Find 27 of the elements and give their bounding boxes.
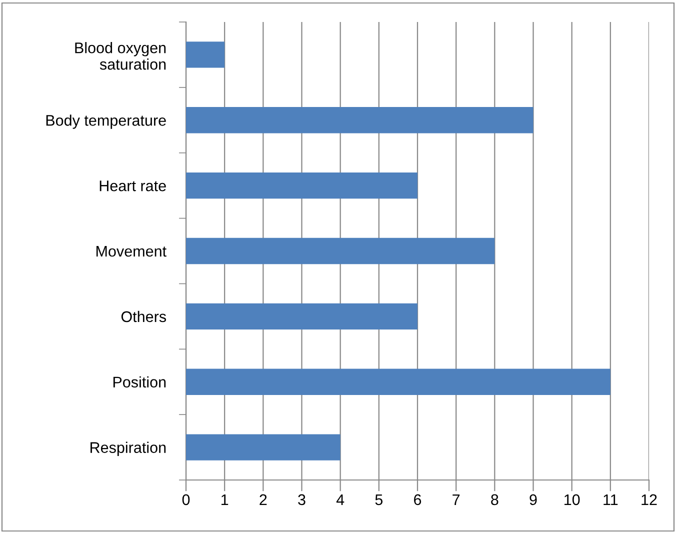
y-tick-label: Respiration [90,442,166,456]
x-tick-label: 1 [222,494,228,505]
bar [186,42,225,68]
y-tick-label: Blood oxygen saturation [75,42,166,70]
x-tick-label: 5 [375,494,383,506]
x-tick-label: 7 [452,494,460,505]
y-tick-label: Body temperature [46,114,166,129]
x-tick-label: 11 [604,494,618,505]
x-tick-label: 2 [260,494,267,505]
x-tick-label: 4 [336,494,344,505]
x-tick-label: 10 [564,494,580,506]
bar [186,238,495,264]
bar [186,303,418,330]
bar [186,434,340,460]
y-tick-label: Position [113,376,166,388]
x-tick-label: 3 [298,494,306,506]
y-tick-label: Heart rate [100,180,166,192]
x-tick-label: 12 [642,494,657,505]
x-tick-label: 9 [530,494,537,506]
x-tick-label: 6 [414,494,422,506]
y-tick-label: Movement [96,246,166,257]
bar [186,368,610,395]
x-tick-label: 0 [182,494,190,506]
bar [186,172,418,199]
x-tick-label: 8 [491,494,498,506]
bar [186,107,534,134]
y-tick-label: Others [121,310,166,322]
